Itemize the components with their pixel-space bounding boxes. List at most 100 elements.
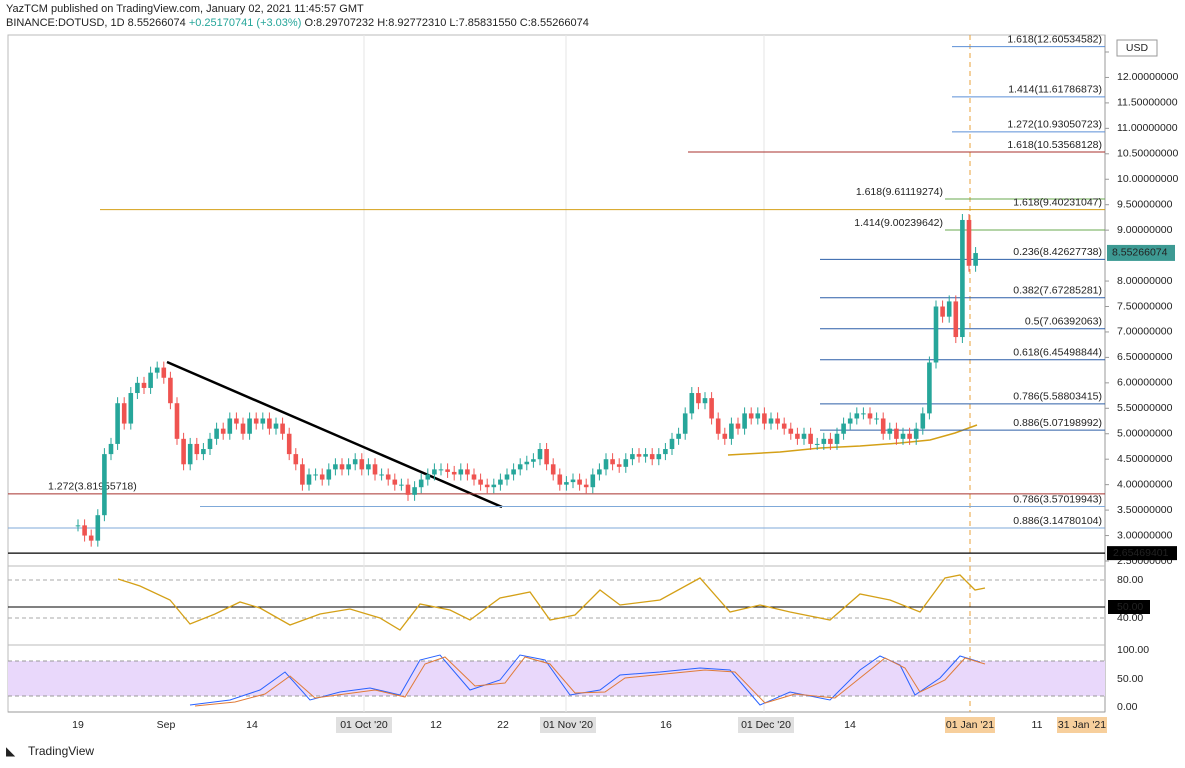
candle [531, 459, 536, 462]
candle [557, 474, 563, 485]
x-tick-label: 19 [72, 719, 84, 731]
candle [649, 454, 655, 460]
rsi-label: 80.00 [1117, 574, 1143, 586]
candle [306, 474, 312, 485]
candle [861, 413, 866, 415]
x-tick-label: Sep [157, 719, 176, 731]
candle [300, 464, 305, 485]
candle [880, 418, 886, 434]
x-tick-label: 11 [1032, 719, 1043, 731]
candle [181, 438, 186, 465]
candle [821, 438, 827, 444]
y-tick-label: 11.00000000 [1117, 122, 1178, 134]
candle [847, 418, 853, 424]
level-label: 1.618(10.53568128) [1007, 139, 1102, 151]
candle [616, 464, 622, 467]
level-label: 1.618(9.40231047) [1013, 196, 1102, 208]
candle [115, 403, 120, 444]
level-label: 1.618(9.61119274) [856, 186, 943, 198]
candle [168, 377, 173, 404]
candle [874, 418, 879, 420]
candle [748, 413, 754, 419]
candle [234, 418, 239, 424]
candle [359, 459, 365, 470]
candle [828, 438, 833, 444]
x-tick-label: 01 Jan '21 [946, 719, 994, 731]
candle [663, 449, 668, 455]
close: C:8.55266074 [520, 17, 589, 29]
candle [372, 464, 378, 475]
candle [148, 372, 153, 388]
price-badge [1107, 244, 1175, 261]
candle [326, 469, 332, 480]
candle [484, 484, 490, 488]
candle [154, 367, 160, 373]
candle [471, 474, 477, 480]
y-tick-label: 9.50000000 [1117, 198, 1173, 210]
y-tick-label: 12.00000000 [1117, 71, 1178, 83]
candle [867, 413, 873, 419]
candle [432, 469, 437, 475]
candle [385, 474, 391, 480]
stoch-label: 50.00 [1117, 673, 1143, 685]
candle [399, 484, 404, 486]
candle [207, 438, 213, 450]
candle [141, 382, 147, 388]
y-tick-label: 8.00000000 [1117, 275, 1173, 287]
candle [273, 423, 279, 429]
price-badge-label: 8.55266074 [1112, 247, 1168, 259]
high: H:8.92772310 [377, 17, 446, 29]
stoch-label: 0.00 [1117, 701, 1138, 713]
level-label: 0.236(8.42627738) [1013, 246, 1102, 258]
candle [834, 433, 840, 444]
candle [286, 433, 292, 455]
level-label: 1.414(9.00239642) [854, 217, 943, 229]
candle [715, 418, 721, 434]
date-box [945, 717, 995, 733]
stoch-label: 100.00 [1117, 644, 1149, 656]
x-tick-label: 31 Jan '21 [1058, 719, 1106, 731]
candle [339, 464, 345, 470]
candle [511, 469, 516, 475]
candle [913, 428, 919, 439]
candle [762, 413, 767, 424]
candle [682, 413, 688, 434]
candle [240, 423, 246, 434]
candle [392, 479, 398, 485]
symbol: BINANCE:DOTUSD, 1D 8.55266074 +0.2517074… [6, 17, 589, 29]
candle [458, 469, 464, 475]
y-tick-label: 5.00000000 [1117, 428, 1173, 440]
level-label: 2.65469401 [1113, 547, 1169, 559]
candle [603, 459, 609, 470]
candle [590, 474, 596, 488]
candle [128, 393, 134, 424]
candle [953, 301, 959, 338]
candle [491, 484, 497, 488]
open: O:8.29707232 [304, 17, 374, 29]
candle [517, 464, 523, 470]
moving-average [727, 424, 978, 456]
date-box [336, 717, 392, 733]
currency: USD [1126, 42, 1149, 54]
candle [795, 433, 800, 439]
level-label: 0.886(5.07198992) [1013, 417, 1102, 429]
level-label: 1.272(10.93050723) [1007, 119, 1102, 131]
trend-line [166, 360, 503, 509]
candle [630, 454, 635, 460]
candle [814, 443, 820, 445]
candle [808, 433, 813, 444]
footer: TradingView [28, 744, 94, 758]
change: +0.25170741 (+3.03%) [189, 17, 302, 29]
x-tick-label: 01 Nov '20 [543, 719, 593, 731]
x-tick-label: 22 [497, 719, 509, 731]
candle [841, 423, 846, 434]
candle [610, 459, 615, 465]
candle [438, 469, 444, 471]
publisher: YazTCM published on TradingView.com, Jan… [6, 3, 364, 15]
candle [425, 474, 431, 480]
candle [729, 423, 734, 439]
candle [643, 454, 648, 457]
candle [920, 413, 926, 429]
